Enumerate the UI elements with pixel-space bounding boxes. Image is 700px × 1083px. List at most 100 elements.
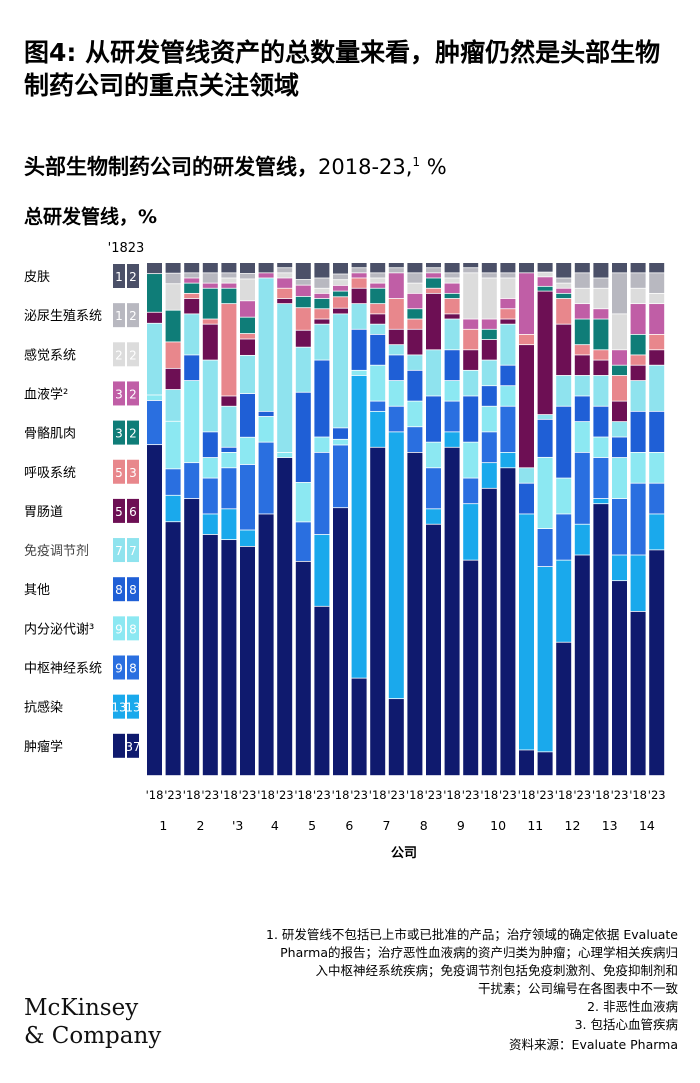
bar-segment [314, 324, 330, 360]
bar-segment [612, 273, 627, 314]
bar-segment [444, 293, 460, 299]
bar-segment [630, 380, 646, 411]
bar-segment [593, 319, 609, 350]
bar-segment [351, 288, 367, 304]
legend-swatch [127, 538, 139, 563]
bar-segment [258, 263, 274, 273]
mckinsey-logo: McKinsey & Company [24, 994, 161, 1050]
bar-segment [593, 498, 609, 504]
bar-segment [426, 293, 441, 350]
bar-segment [519, 273, 534, 335]
bar-segment [277, 273, 293, 278]
bar-segment [407, 452, 423, 776]
bar-segment [370, 334, 386, 365]
section-label: 总研发管线，% [24, 206, 158, 228]
bar-segment [277, 452, 293, 458]
bar-segment [426, 350, 441, 396]
bar-segment [612, 581, 627, 776]
legend-swatch [113, 303, 125, 328]
bar-segment [202, 283, 218, 288]
legend-label: 其他 [24, 583, 50, 598]
legend-swatch [127, 342, 139, 367]
bar-segment [537, 291, 553, 415]
bar-segment [370, 365, 386, 401]
bar-segment [649, 263, 665, 273]
bar-segment [556, 560, 572, 642]
legend-value: 1 [115, 309, 123, 323]
bar-segment [221, 447, 237, 453]
chart-title: 图4: 从研发管线资产的总数量来看，肿瘤仍然是头部生物制药公司的重点关注领域 [24, 38, 661, 100]
legend-swatch [127, 616, 139, 641]
legend-swatch [113, 616, 125, 641]
legend-value: 6 [129, 505, 137, 519]
bar-segment [258, 411, 274, 417]
bar-segment [165, 421, 181, 469]
bar-segment [184, 498, 200, 776]
legend-value: 2 [129, 348, 137, 362]
bar-segment [295, 279, 311, 285]
bar-segment [537, 419, 553, 457]
year-tick-label: '23 [648, 788, 666, 802]
bar-segment [574, 263, 590, 273]
bar-segment [574, 319, 590, 345]
bar-segment [388, 268, 404, 273]
bar-segment [649, 304, 665, 335]
bar-segment [481, 319, 497, 329]
bar-segment [537, 286, 553, 291]
bar-segment [463, 560, 479, 776]
company-tick-label: 2 [197, 818, 205, 833]
bar-segment [165, 389, 181, 421]
bar-segment [202, 360, 218, 432]
bar-segment [556, 514, 572, 560]
bar-segment [388, 406, 404, 432]
bar-segment [240, 355, 255, 394]
bar-segment [165, 495, 181, 522]
bar-segment [426, 263, 441, 268]
year-tick-label: '18 [294, 788, 312, 802]
year-tick-label: '18 [629, 788, 647, 802]
bar-segment [147, 323, 162, 395]
bar-segment [556, 288, 572, 293]
year-tick-label: '23 [611, 788, 629, 802]
bar-segment [444, 401, 460, 432]
bar-segment [277, 304, 293, 453]
year-tick-label: '18 [332, 788, 350, 802]
company-tick-label: 6 [345, 818, 353, 833]
bar-segment [388, 380, 404, 406]
company-tick-label: 4 [271, 818, 279, 833]
bar-segment [333, 428, 348, 439]
bar-segment [537, 272, 553, 277]
bar-segment [444, 298, 460, 314]
legend-label: 血液学² [24, 386, 68, 402]
bar-segment [537, 567, 553, 752]
bar-segment [593, 360, 609, 376]
bar-segment [537, 752, 553, 776]
bar-segment [240, 317, 255, 334]
logo-line-2: & Company [24, 1023, 162, 1049]
bar-segment [202, 324, 218, 360]
bar-segment [184, 380, 200, 463]
legend-swatch [113, 733, 125, 758]
subtitle-footnote-ref: 1 [412, 155, 421, 169]
company-tick-label: 5 [308, 818, 316, 833]
bar-segment [537, 415, 553, 419]
bar-segment [630, 452, 646, 483]
subtitle-unit: % [420, 155, 447, 179]
year-tick-label: '23 [499, 788, 517, 802]
bar-segment [351, 329, 367, 370]
bar-segment [184, 283, 200, 293]
bar-segment [147, 312, 162, 323]
bar-segment [612, 263, 627, 273]
bar-segment [444, 350, 460, 381]
bar-segment [295, 522, 311, 561]
bar-segment [295, 482, 311, 522]
legend-value: 8 [129, 662, 137, 676]
bar-segment [407, 427, 423, 453]
bar-segment [407, 370, 423, 401]
bar-segment [240, 333, 255, 339]
year-tick-label: '23 [313, 788, 331, 802]
bar-segment [649, 411, 665, 453]
bar-segment [444, 380, 460, 401]
bar-segment [407, 293, 423, 309]
